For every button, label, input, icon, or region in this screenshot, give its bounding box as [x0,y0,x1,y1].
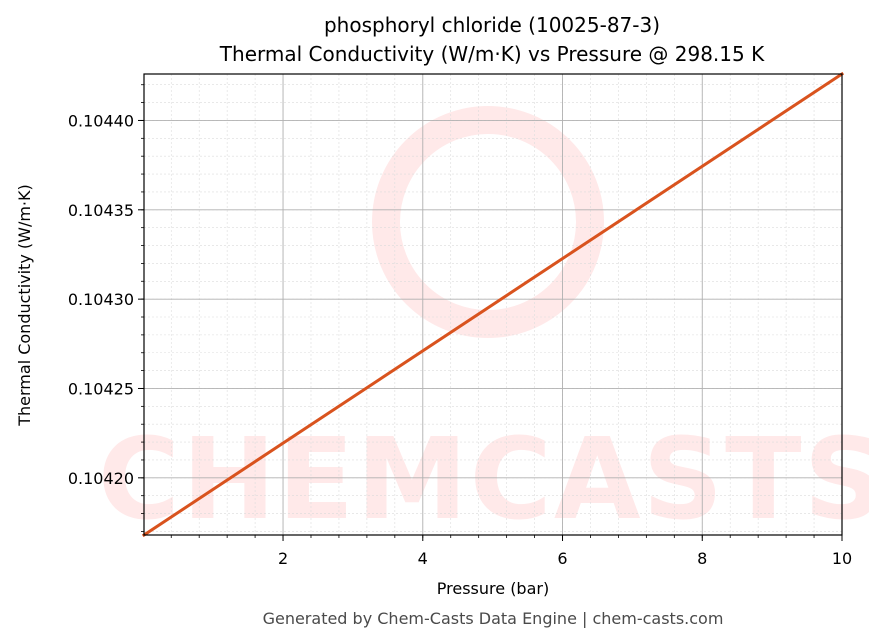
y-tick-label: 0.10425 [68,379,134,398]
watermark-ring [372,106,604,338]
series-layer [141,71,845,538]
x-tick-label: 2 [278,549,288,568]
y-tick-label: 0.10430 [68,290,134,309]
x-tick-label: 10 [832,549,852,568]
y-tick-label: 0.10440 [68,111,134,130]
ticks [138,84,843,541]
y-tick-label: 0.10420 [68,469,134,488]
x-axis-label: Pressure (bar) [437,579,549,598]
y-axis-label: Thermal Conductivity (W/m·K) [15,184,34,427]
x-tick-label: 4 [418,549,428,568]
plot-frame [143,73,843,536]
footer-credit: Generated by Chem-Casts Data Engine | ch… [263,609,724,628]
watermark: CHEMCASTS [98,106,869,545]
y-tick-label: 0.10435 [68,201,134,220]
chart-title: phosphoryl chloride (10025-87-3) [324,13,660,37]
watermark-text: CHEMCASTS [98,415,869,545]
series-line [141,71,845,538]
x-tick-label: 6 [557,549,567,568]
minor-grid [144,74,843,535]
chart-subtitle: Thermal Conductivity (W/m·K) vs Pressure… [219,42,765,66]
y-tick-labels: 0.10420 0.10425 0.10430 0.10435 0.10440 [68,111,134,487]
x-tick-labels: 2 4 6 8 10 [278,549,852,568]
x-tick-label: 8 [697,549,707,568]
